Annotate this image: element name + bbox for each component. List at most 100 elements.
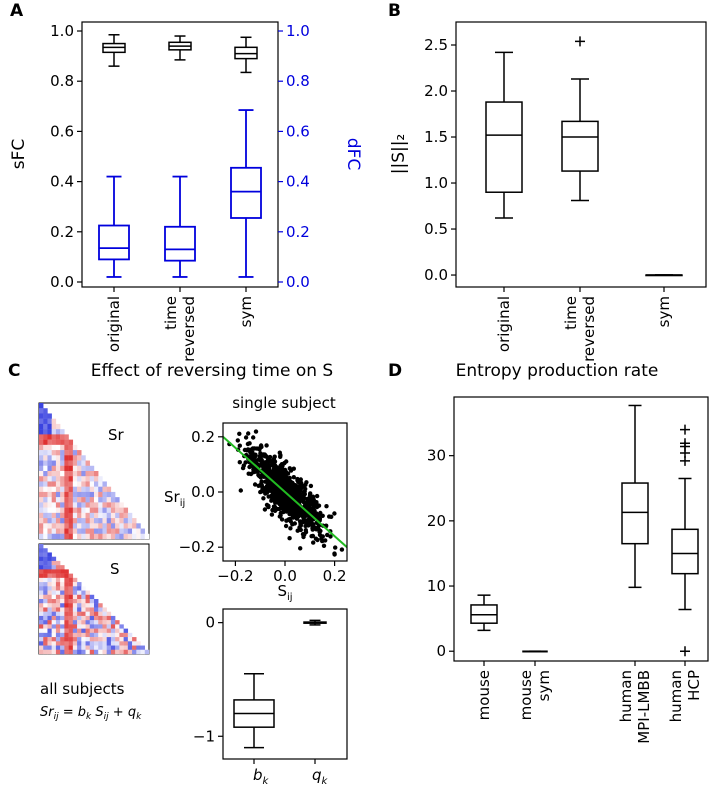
- scatter-point: [309, 509, 314, 514]
- scatter-plot: −0.2 0.0 0.2 −0.2 0.0 0.2 Sij Srij: [164, 422, 348, 603]
- matrix-cell: [110, 641, 116, 646]
- matrix-cell: [72, 599, 78, 604]
- matrix-cell: [51, 491, 57, 498]
- matrix-cell: [47, 649, 52, 655]
- matrix-cell: [119, 523, 124, 529]
- matrix-cell: [64, 481, 69, 487]
- matrix-cell: [39, 533, 44, 540]
- matrix-cell: [89, 637, 95, 642]
- matrix-cell: [51, 637, 57, 642]
- panel-b-ytick-label: 2.0: [424, 82, 448, 100]
- panel-a-xtick-label: time: [162, 296, 180, 330]
- matrix-cell: [102, 620, 107, 625]
- matrix-cell: [64, 624, 69, 629]
- matrix-cell: [51, 481, 57, 487]
- matrix-cell: [85, 471, 90, 477]
- matrix-cell: [72, 590, 78, 595]
- matrix-cell: [43, 586, 48, 591]
- matrix-cell: [39, 429, 44, 435]
- matrix-cell: [89, 624, 95, 629]
- matrix-cell: [64, 518, 69, 524]
- panel-b-box-iqr-box: [485, 101, 523, 193]
- matrix-cell: [102, 518, 107, 524]
- matrix-cell: [64, 444, 69, 451]
- matrix-cell: [39, 603, 44, 608]
- matrix-cell: [115, 497, 120, 503]
- matrix-cell: [94, 624, 99, 629]
- matrix-cell: [72, 586, 78, 591]
- matrix-cell: [64, 476, 69, 482]
- scatter-point: [297, 493, 302, 499]
- matrix-cell: [47, 632, 52, 638]
- matrix-cell: [51, 497, 57, 503]
- matrix-cell: [47, 418, 52, 425]
- matrix-cell: [94, 486, 99, 493]
- scatter-point: [242, 447, 248, 453]
- matrix-cell: [89, 628, 95, 634]
- scatter-point: [291, 475, 296, 480]
- matrix-cell: [94, 649, 99, 655]
- matrix-cell: [77, 586, 82, 591]
- scatter-point: [298, 546, 303, 551]
- panel-d-xtick-label: MPI-LMBB: [635, 670, 653, 744]
- matrix-cell: [77, 645, 82, 650]
- matrix-cell: [47, 560, 52, 566]
- matrix-cell: [55, 611, 61, 617]
- matrix-cell: [68, 594, 74, 600]
- matrix-cell: [72, 632, 78, 638]
- panel-a-left-ytick-label: 0.6: [50, 122, 74, 140]
- matrix-cell: [60, 512, 65, 519]
- matrix-cell: [60, 502, 65, 508]
- matrix-cell: [81, 486, 86, 493]
- matrix-cell: [51, 476, 57, 482]
- scatter-point: [267, 468, 272, 474]
- matrix-cell: [47, 460, 52, 466]
- scatter-point: [311, 540, 316, 545]
- matrix-cell: [72, 637, 78, 642]
- matrix-cell: [98, 603, 103, 608]
- matrix-cell: [55, 645, 61, 650]
- scatter-point: [248, 471, 254, 477]
- panel-a-right-ytick-label: 0.4: [286, 173, 310, 191]
- matrix-cell: [81, 460, 86, 466]
- panel-a-left-ytick-label: 1.0: [50, 22, 74, 40]
- matrix-cell: [39, 620, 44, 625]
- matrix-cell: [47, 624, 52, 629]
- matrix-cell: [51, 599, 57, 604]
- matrix-cell: [81, 611, 86, 617]
- matrix-cell: [77, 611, 82, 617]
- matrix-cell: [72, 624, 78, 629]
- matrix-cell: [51, 603, 57, 608]
- scatter-point: [258, 443, 264, 448]
- scatter-point: [262, 507, 268, 512]
- matrix-cell: [39, 507, 44, 514]
- matrix-cell: [85, 611, 90, 617]
- scatter-point: [279, 476, 284, 482]
- matrix-cell: [85, 590, 90, 595]
- scatter-point: [267, 454, 273, 460]
- matrix-cell: [72, 645, 78, 650]
- matrix-cell: [39, 476, 44, 482]
- matrix-cell: [115, 502, 120, 508]
- matrix-cell: [89, 594, 95, 600]
- panel-b-box-flier: [575, 36, 585, 47]
- matrix-cell: [94, 533, 99, 540]
- matrix-cell: [102, 528, 107, 534]
- matrix-cell: [85, 523, 90, 529]
- matrix-cell: [60, 444, 65, 451]
- matrix-cell: [132, 518, 137, 524]
- matrix-cell: [55, 641, 61, 646]
- matrix-cell: [98, 533, 103, 540]
- scatter-point: [237, 443, 242, 448]
- matrix-cell: [39, 628, 44, 634]
- matrix-cell: [55, 607, 61, 612]
- panel-d-ytick-label: 30: [427, 447, 446, 465]
- panel-a-xtick-label: original: [105, 296, 123, 352]
- matrix-cell: [72, 486, 78, 493]
- matrix-cell: [51, 455, 57, 461]
- matrix-cell: [43, 465, 48, 472]
- panel-a-dfc-box-iqr-box: [164, 225, 196, 262]
- scatter-point: [319, 536, 324, 541]
- matrix-cell: [81, 476, 86, 482]
- matrix-cell: [123, 641, 129, 646]
